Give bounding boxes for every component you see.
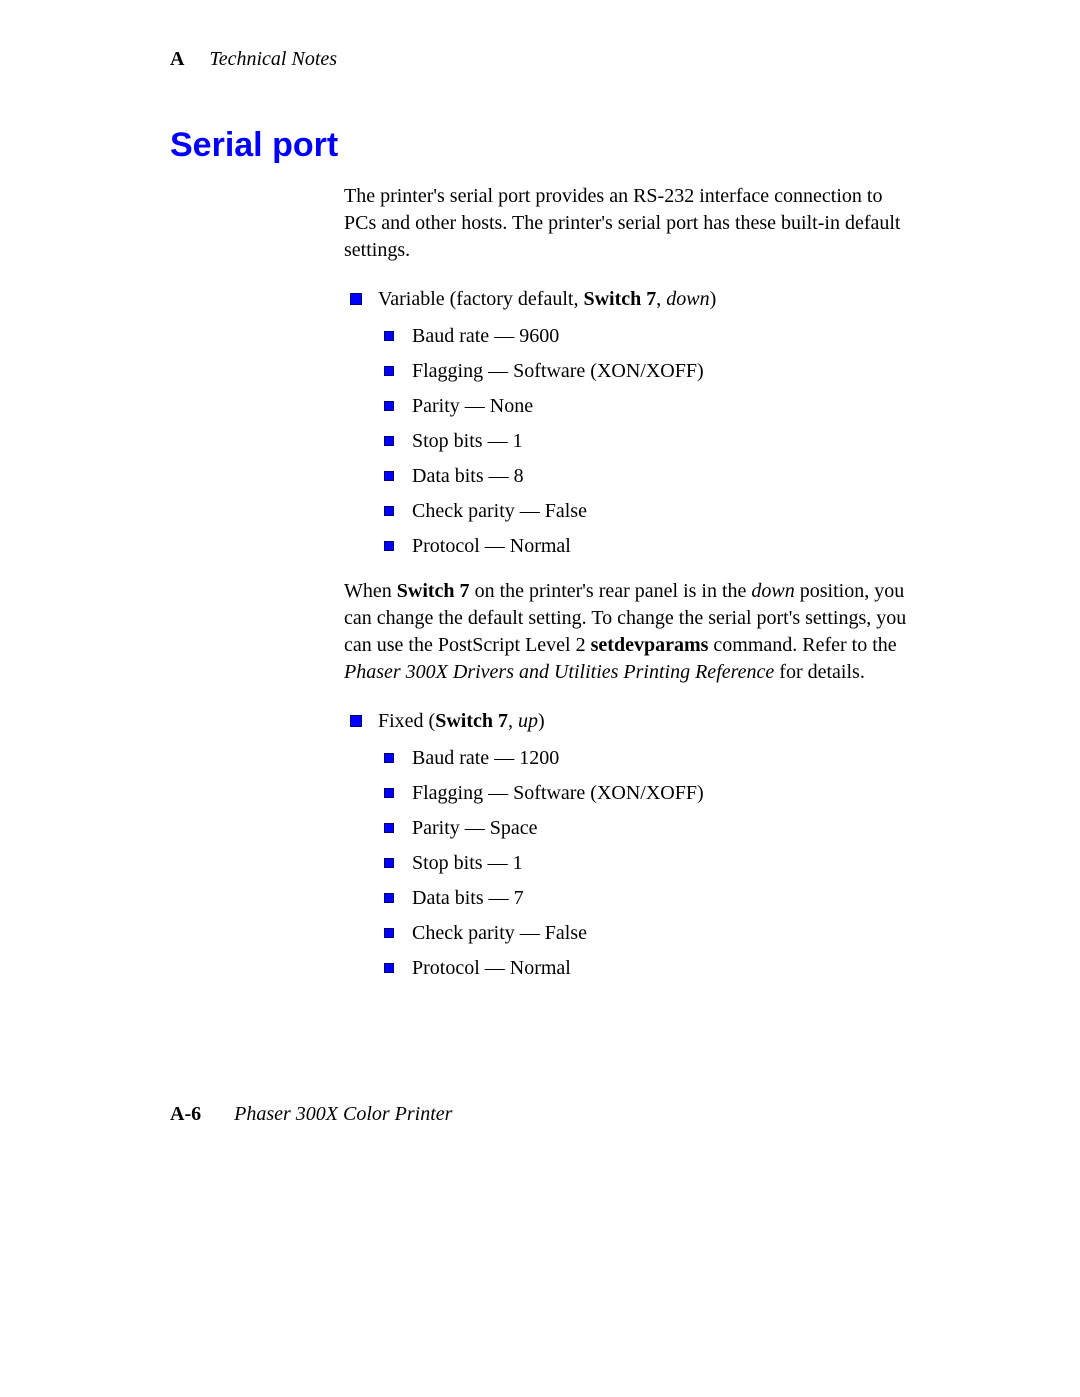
group2-lead-bold: Switch 7 xyxy=(435,710,508,732)
square-bullet-icon xyxy=(384,401,394,411)
item-text: Data bits — 8 xyxy=(412,465,524,487)
square-bullet-icon xyxy=(384,858,394,868)
list-item: Flagging — Software (XON/XOFF) xyxy=(378,780,910,807)
group1-header: Variable (factory default, Switch 7, dow… xyxy=(344,286,910,560)
item-text: Check parity — False xyxy=(412,500,587,522)
item-text: Flagging — Software (XON/XOFF) xyxy=(412,782,704,804)
list-item: Data bits — 8 xyxy=(378,463,910,490)
item-text: Protocol — Normal xyxy=(412,535,571,557)
square-bullet-icon xyxy=(384,436,394,446)
list-item: Protocol — Normal xyxy=(378,955,910,982)
list-item: Check parity — False xyxy=(378,498,910,525)
item-text: Baud rate — 1200 xyxy=(412,747,559,769)
intro-paragraph: The printer's serial port provides an RS… xyxy=(344,183,910,264)
group1-lead-pre: Variable (factory default, xyxy=(378,288,583,310)
mid-i1: down xyxy=(751,580,794,602)
group2-lead-italic: up xyxy=(518,710,538,732)
settings-group-1: Variable (factory default, Switch 7, dow… xyxy=(344,286,910,560)
group2-lead-sep: , xyxy=(508,710,518,732)
running-header: A Technical Notes xyxy=(170,48,910,71)
mid-b1: Switch 7 xyxy=(397,580,470,602)
group2-lead-post: ) xyxy=(538,710,545,732)
list-item: Flagging — Software (XON/XOFF) xyxy=(378,358,910,385)
item-text: Check parity — False xyxy=(412,922,587,944)
square-bullet-icon xyxy=(384,471,394,481)
square-bullet-icon xyxy=(384,541,394,551)
group1-lead-sep: , xyxy=(656,288,666,310)
group1-lead-bold: Switch 7 xyxy=(583,288,656,310)
settings-group-2: Fixed (Switch 7, up) Baud rate — 1200 Fl… xyxy=(344,708,910,982)
list-item: Check parity — False xyxy=(378,920,910,947)
item-text: Parity — None xyxy=(412,395,533,417)
square-bullet-icon xyxy=(384,963,394,973)
header-spacer xyxy=(189,48,204,70)
item-text: Baud rate — 9600 xyxy=(412,325,559,347)
list-item: Parity — Space xyxy=(378,815,910,842)
group2-header: Fixed (Switch 7, up) Baud rate — 1200 Fl… xyxy=(344,708,910,982)
square-bullet-icon xyxy=(384,928,394,938)
body-content: The printer's serial port provides an RS… xyxy=(170,183,910,982)
list-item: Stop bits — 1 xyxy=(378,428,910,455)
list-item: Data bits — 7 xyxy=(378,885,910,912)
square-bullet-icon xyxy=(384,366,394,376)
item-text: Stop bits — 1 xyxy=(412,852,523,874)
group1-lead-italic: down xyxy=(666,288,709,310)
list-item: Parity — None xyxy=(378,393,910,420)
mid-p1: When xyxy=(344,580,397,602)
mid-i2: Phaser 300X Drivers and Utilities Printi… xyxy=(344,661,774,683)
square-bullet-icon xyxy=(350,715,362,727)
appendix-letter: A xyxy=(170,48,184,70)
square-bullet-icon xyxy=(384,753,394,763)
group2-lead-pre: Fixed ( xyxy=(378,710,435,732)
item-text: Flagging — Software (XON/XOFF) xyxy=(412,360,704,382)
item-text: Parity — Space xyxy=(412,817,538,839)
group2-items: Baud rate — 1200 Flagging — Software (XO… xyxy=(378,745,910,982)
mid-p4: command. Refer to the xyxy=(708,634,896,656)
mid-b2: setdevparams xyxy=(591,634,709,656)
page-footer: A-6 Phaser 300X Color Printer xyxy=(170,1103,452,1126)
list-item: Baud rate — 1200 xyxy=(378,745,910,772)
page: A Technical Notes Serial port The printe… xyxy=(0,0,1080,1397)
square-bullet-icon xyxy=(384,506,394,516)
item-text: Protocol — Normal xyxy=(412,957,571,979)
list-item: Stop bits — 1 xyxy=(378,850,910,877)
page-number: A-6 xyxy=(170,1103,201,1125)
mid-p5: for details. xyxy=(774,661,865,683)
item-text: Stop bits — 1 xyxy=(412,430,523,452)
mid-paragraph: When Switch 7 on the printer's rear pane… xyxy=(344,578,910,686)
square-bullet-icon xyxy=(384,331,394,341)
list-item: Protocol — Normal xyxy=(378,533,910,560)
square-bullet-icon xyxy=(384,823,394,833)
group1-lead-post: ) xyxy=(710,288,717,310)
section-title: Serial port xyxy=(170,126,910,165)
footer-title: Phaser 300X Color Printer xyxy=(234,1103,452,1125)
square-bullet-icon xyxy=(384,893,394,903)
item-text: Data bits — 7 xyxy=(412,887,524,909)
square-bullet-icon xyxy=(350,293,362,305)
square-bullet-icon xyxy=(384,788,394,798)
mid-p2: on the printer's rear panel is in the xyxy=(470,580,752,602)
header-title: Technical Notes xyxy=(209,48,337,70)
list-item: Baud rate — 9600 xyxy=(378,323,910,350)
group1-items: Baud rate — 9600 Flagging — Software (XO… xyxy=(378,323,910,560)
